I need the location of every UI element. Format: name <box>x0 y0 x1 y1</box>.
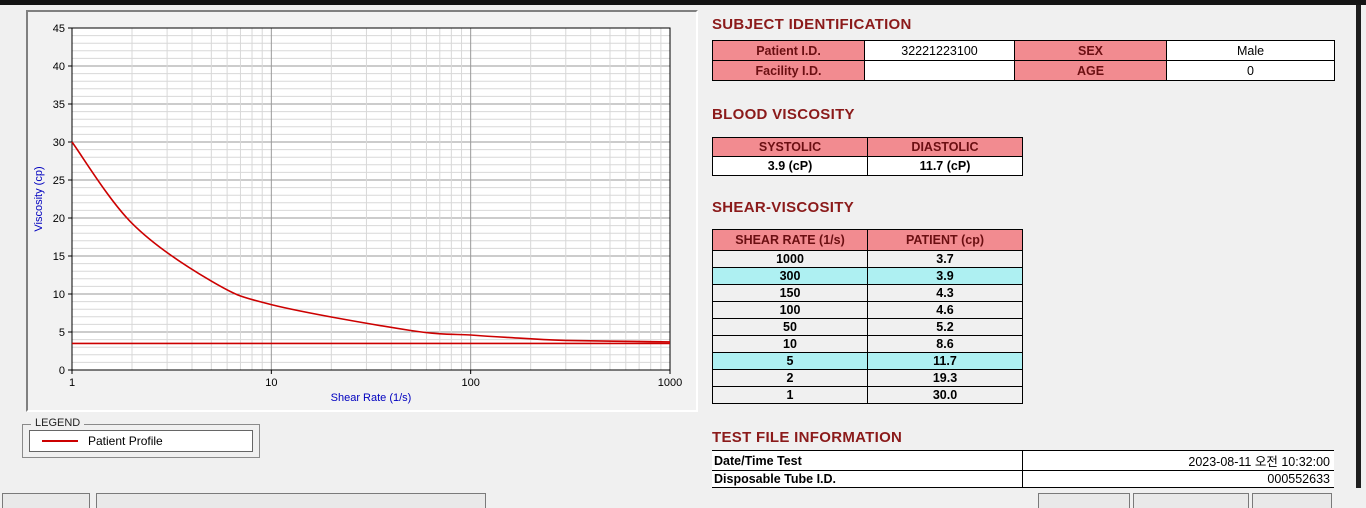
shear-value-cell: 19.3 <box>867 369 1023 387</box>
table-row: 150 4.3 <box>712 284 1023 302</box>
bottom-button-3[interactable] <box>1038 493 1130 508</box>
shear-value-cell: 11.7 <box>867 352 1023 370</box>
table-row: 50 5.2 <box>712 318 1023 336</box>
shear-rate-cell: 5 <box>712 352 868 370</box>
legend-box: LEGEND Patient Profile <box>22 417 260 458</box>
legend-title: LEGEND <box>31 417 85 429</box>
svg-text:1: 1 <box>69 377 75 389</box>
shear-rate-cell: 1000 <box>712 250 868 268</box>
bottom-button-4[interactable] <box>1133 493 1249 508</box>
table-row: SYSTOLIC DIASTOLIC <box>712 137 1023 157</box>
shear-rate-cell: 150 <box>712 284 868 302</box>
svg-text:15: 15 <box>53 251 65 263</box>
shear-rate-cell: 100 <box>712 301 868 319</box>
table-row: 2 19.3 <box>712 369 1023 387</box>
bottom-button-2[interactable] <box>96 493 486 508</box>
shear-rate-cell: 2 <box>712 369 868 387</box>
svg-text:45: 45 <box>53 23 65 35</box>
table-row: Date/Time Test 2023-08-11 오전 10:32:00 <box>712 450 1334 471</box>
viscosity-chart-panel: 0 5 10 15 20 25 30 35 40 45 1 10 100 1000 Shear Rate (… <box>26 10 698 412</box>
shear-rate-cell: 50 <box>712 318 868 336</box>
shear-value-cell: 8.6 <box>867 335 1023 353</box>
subject-identification-table: Patient I.D. 32221223100 SEX Male Facili… <box>712 40 1335 81</box>
shear-rate-cell: 300 <box>712 267 868 285</box>
date-time-test-value: 2023-08-11 오전 10:32:00 <box>1022 450 1334 471</box>
shear-viscosity-table: SHEAR RATE (1/s) PATIENT (cp) 1000 3.7 3… <box>712 229 1023 404</box>
diastolic-header: DIASTOLIC <box>867 137 1023 157</box>
facility-id-value <box>864 60 1015 81</box>
test-file-information-table: Date/Time Test 2023-08-11 오전 10:32:00 Di… <box>712 450 1334 488</box>
legend-entry: Patient Profile <box>29 430 253 452</box>
svg-text:Shear Rate (1/s): Shear Rate (1/s) <box>331 392 412 404</box>
table-row: 3.9 (cP) 11.7 (cP) <box>712 156 1023 176</box>
date-time-test-label: Date/Time Test <box>712 450 1023 471</box>
blood-viscosity-table: SYSTOLIC DIASTOLIC 3.9 (cP) 11.7 (cP) <box>712 137 1023 176</box>
table-row: Patient I.D. 32221223100 SEX Male <box>712 40 1335 61</box>
table-row: 1000 3.7 <box>712 250 1023 268</box>
shear-rate-cell: 10 <box>712 335 868 353</box>
svg-text:30: 30 <box>53 137 65 149</box>
svg-text:35: 35 <box>53 99 65 111</box>
systolic-header: SYSTOLIC <box>712 137 868 157</box>
table-row: 5 11.7 <box>712 352 1023 370</box>
diastolic-value: 11.7 (cP) <box>867 156 1023 176</box>
svg-text:10: 10 <box>265 377 277 389</box>
shear-value-cell: 30.0 <box>867 386 1023 404</box>
age-value: 0 <box>1166 60 1335 81</box>
svg-text:5: 5 <box>59 327 65 339</box>
shear-value-cell: 3.7 <box>867 250 1023 268</box>
shear-value-cell: 3.9 <box>867 267 1023 285</box>
patient-profile-curve <box>71 141 671 343</box>
table-row: Disposable Tube I.D. 000552633 <box>712 470 1334 488</box>
table-row: 1 30.0 <box>712 386 1023 404</box>
svg-text:100: 100 <box>461 377 479 389</box>
svg-text:0: 0 <box>59 365 65 377</box>
age-label: AGE <box>1014 60 1167 81</box>
bottom-button-5[interactable] <box>1252 493 1332 508</box>
sex-value: Male <box>1166 40 1335 61</box>
table-row: 10 8.6 <box>712 335 1023 353</box>
svg-text:1000: 1000 <box>658 377 682 389</box>
svg-text:25: 25 <box>53 175 65 187</box>
table-row: 300 3.9 <box>712 267 1023 285</box>
shear-rate-cell: 1 <box>712 386 868 404</box>
disposable-tube-id-value: 000552633 <box>1022 470 1334 488</box>
legend-series-label: Patient Profile <box>88 434 163 448</box>
disposable-tube-id-label: Disposable Tube I.D. <box>712 470 1023 488</box>
shear-value-cell: 4.3 <box>867 284 1023 302</box>
sex-label: SEX <box>1014 40 1167 61</box>
table-row: 100 4.6 <box>712 301 1023 319</box>
svg-text:20: 20 <box>53 213 65 225</box>
svg-text:Viscosity (cp): Viscosity (cp) <box>33 166 45 231</box>
patient-id-label: Patient I.D. <box>712 40 865 61</box>
shear-rate-header: SHEAR RATE (1/s) <box>712 229 868 251</box>
shear-value-cell: 4.6 <box>867 301 1023 319</box>
patient-profile-line-swatch <box>42 440 78 442</box>
patient-id-value: 32221223100 <box>864 40 1015 61</box>
systolic-value: 3.9 (cP) <box>712 156 868 176</box>
subject-identification-heading: SUBJECT IDENTIFICATION <box>712 16 912 33</box>
window-right-edge <box>1356 5 1361 488</box>
bottom-button-1[interactable] <box>2 493 90 508</box>
facility-id-label: Facility I.D. <box>712 60 865 81</box>
test-file-information-heading: TEST FILE INFORMATION <box>712 429 903 446</box>
table-header-row: SHEAR RATE (1/s) PATIENT (cp) <box>712 229 1023 251</box>
svg-text:40: 40 <box>53 61 65 73</box>
patient-header: PATIENT (cp) <box>867 229 1023 251</box>
blood-viscosity-heading: BLOOD VISCOSITY <box>712 106 855 123</box>
shear-value-cell: 5.2 <box>867 318 1023 336</box>
svg-text:10: 10 <box>53 289 65 301</box>
table-row: Facility I.D. AGE 0 <box>712 60 1335 81</box>
shear-viscosity-heading: SHEAR-VISCOSITY <box>712 199 855 216</box>
window-top-edge <box>0 0 1366 5</box>
viscosity-chart: 0 5 10 15 20 25 30 35 40 45 1 10 100 1000 Shear Rate (… <box>33 23 682 404</box>
